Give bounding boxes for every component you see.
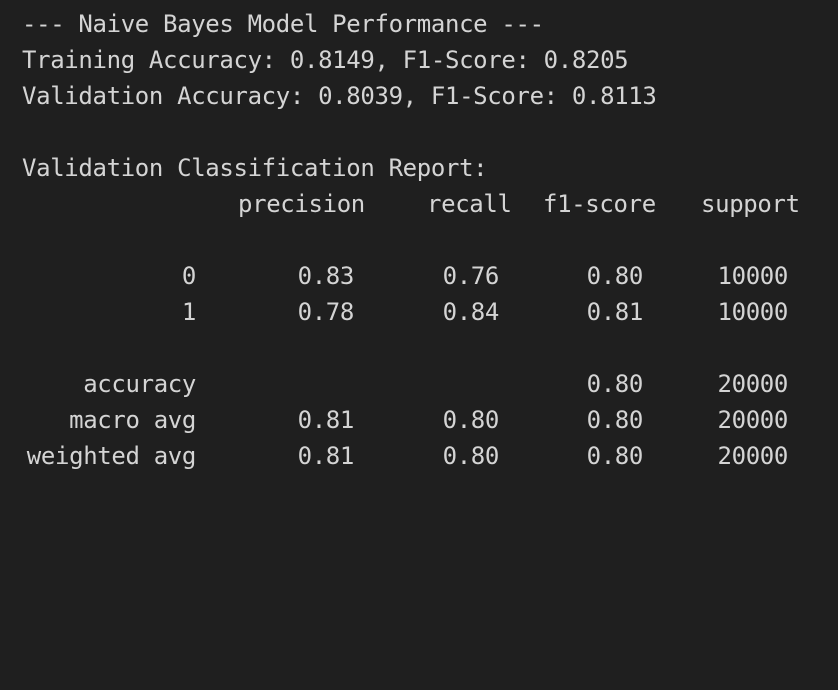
f1-score-value: 0.80 — [586, 262, 644, 290]
f1-score-value: 0.80 — [586, 406, 644, 434]
precision-value: 0.83 — [297, 262, 355, 290]
report-column-headers: precision recall f1-score support — [22, 186, 838, 222]
model-performance-header: --- Naive Bayes Model Performance --- — [22, 10, 544, 38]
recall-value: 0.80 — [442, 406, 500, 434]
column-header-recall: recall — [427, 190, 512, 218]
row-label: 0 — [181, 262, 196, 290]
column-header-precision: precision — [238, 190, 365, 218]
f1-score-value: 0.80 — [586, 370, 644, 398]
support-value: 20000 — [717, 406, 789, 434]
report-row-accuracy: accuracy 0.80 20000 — [22, 366, 838, 402]
classification-report-title: Validation Classification Report: — [22, 154, 488, 182]
blank-line — [22, 114, 838, 150]
validation-metrics-line: Validation Accuracy: 0.8039, F1-Score: 0… — [22, 82, 657, 110]
row-label: weighted avg — [26, 442, 197, 470]
cell-output: --- Naive Bayes Model Performance --- Tr… — [22, 10, 838, 474]
support-value: 20000 — [717, 442, 789, 470]
f1-score-value: 0.80 — [586, 442, 644, 470]
blank-line — [22, 330, 838, 366]
column-header-support: support — [701, 190, 800, 218]
precision-value: 0.81 — [297, 442, 355, 470]
report-row-weighted-avg: weighted avg 0.81 0.80 0.80 20000 — [22, 438, 838, 474]
report-row-class-1: 1 0.78 0.84 0.81 10000 — [22, 294, 838, 330]
recall-value: 0.84 — [442, 298, 500, 326]
blank-line — [22, 222, 838, 258]
report-row-class-0: 0 0.83 0.76 0.80 10000 — [22, 258, 838, 294]
support-value: 20000 — [717, 370, 789, 398]
report-row-macro-avg: macro avg 0.81 0.80 0.80 20000 — [22, 402, 838, 438]
f1-score-value: 0.81 — [586, 298, 644, 326]
row-label: 1 — [181, 298, 196, 326]
precision-value: 0.81 — [297, 406, 355, 434]
recall-value: 0.76 — [442, 262, 500, 290]
support-value: 10000 — [717, 262, 789, 290]
column-header-f1-score: f1-score — [543, 190, 656, 218]
row-label: macro avg — [69, 406, 196, 434]
recall-value: 0.80 — [442, 442, 500, 470]
training-metrics-line: Training Accuracy: 0.8149, F1-Score: 0.8… — [22, 46, 629, 74]
precision-value: 0.78 — [297, 298, 355, 326]
support-value: 10000 — [717, 298, 789, 326]
row-label: accuracy — [83, 370, 196, 398]
